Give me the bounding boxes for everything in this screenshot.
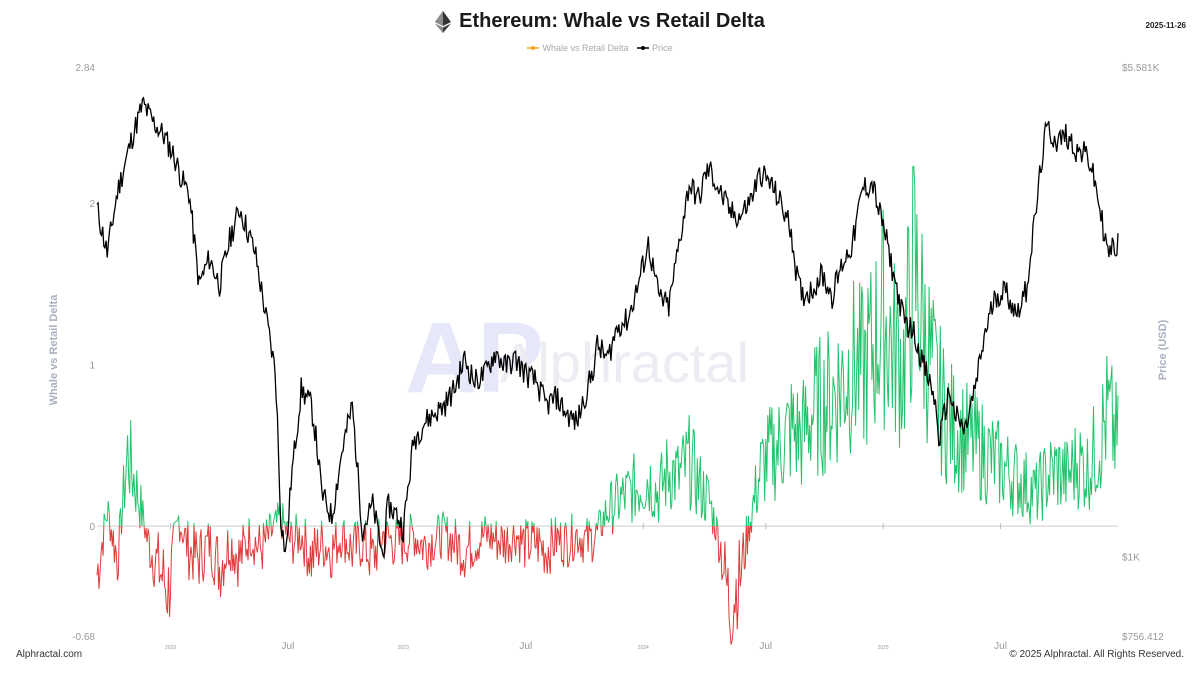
chart-date: 2025-11-26 [1145,21,1186,30]
delta-series [96,165,1119,645]
price-line [96,96,1119,560]
right-tick-label: $756.412 [1122,632,1164,643]
x-tick-label: 2025 [878,645,889,651]
legend-marker-delta [527,46,540,50]
axes: 2.84 2 1 0 -0.68 $5.581K $1K $756.412 2023 Jul 202… [72,63,1164,652]
right-tick-label: $5.581K [1122,63,1160,74]
left-tick-label: -0.68 [72,632,95,643]
legend-marker-price [637,46,650,50]
footer-copyright: © 2025 Alphractal. All Rights Reserved. [1009,649,1184,660]
x-tick-label: Jul [519,641,532,652]
x-tick-label: Jul [282,641,295,652]
x-tick-label: Jul [994,641,1007,652]
legend-label-delta: Whale vs Retail Delta [542,43,629,53]
ethereum-icon [435,10,452,33]
x-tick-label: 2023 [165,645,176,651]
x-tick-label: Jul [759,641,772,652]
delta-positive-line [103,165,1119,527]
left-axis-label: Whale vs Retail Delta [48,294,60,406]
legend-item-price[interactable]: Price [637,43,673,53]
x-tick-label: 2023 [398,645,409,651]
x-tick-label: 2024 [638,645,649,651]
left-tick-label: 2.84 [76,63,96,74]
chart-title-text: Ethereum: Whale vs Retail Delta [459,10,765,32]
watermark: AP Alphractal [405,302,749,414]
right-tick-label: $1K [1122,553,1140,564]
legend: Whale vs Retail Delta Price [0,43,1200,53]
legend-label-price: Price [652,43,673,53]
legend-item-delta[interactable]: Whale vs Retail Delta [527,43,629,53]
price-series [96,96,1119,560]
watermark-logo: AP [405,302,544,414]
left-tick-label: 1 [89,360,95,371]
chart-title: Ethereum: Whale vs Retail Delta [435,10,765,33]
left-tick-label: 2 [89,199,95,210]
footer-site[interactable]: Alphractal.com [16,649,83,660]
delta-negative-line [96,525,753,645]
left-tick-label: 0 [89,522,95,533]
right-axis-label: Price (USD) [1157,319,1169,380]
